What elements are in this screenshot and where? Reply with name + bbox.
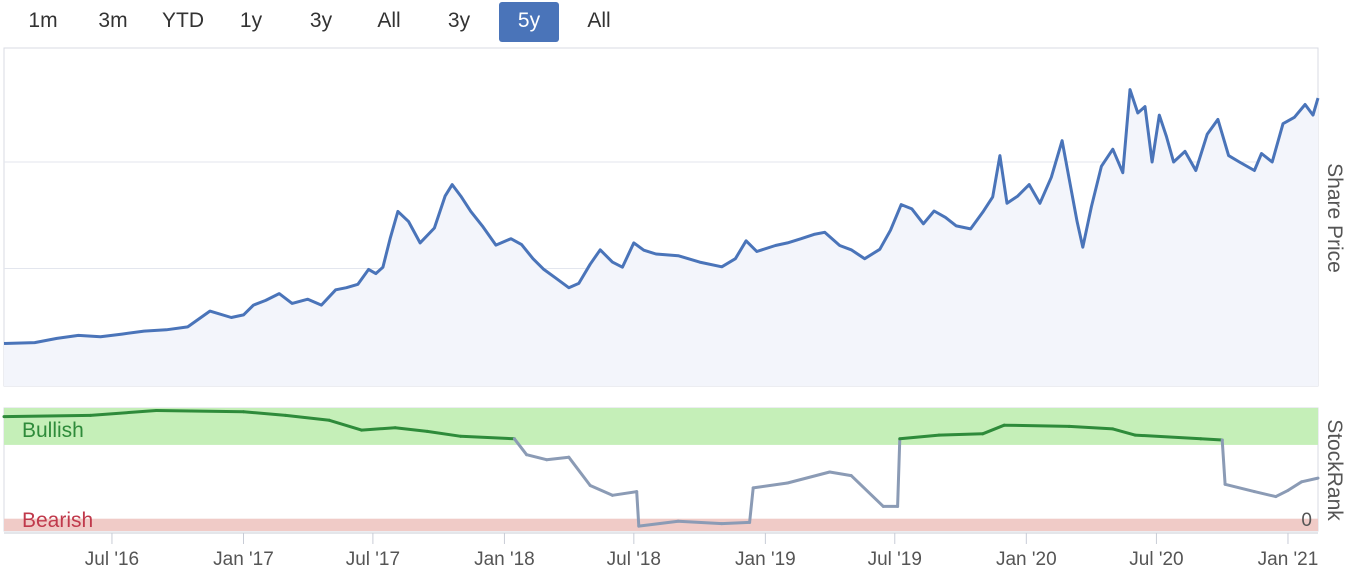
- range-button[interactable]: 1m: [28, 9, 58, 32]
- rank-line-segment: [786, 470, 832, 485]
- rank-line-segment: [525, 453, 549, 462]
- x-tick-label: Jan '21: [1258, 549, 1319, 570]
- rank-line-segment: [720, 520, 752, 526]
- range-button[interactable]: 3y: [309, 9, 333, 32]
- rank-line-bullish-segment: [937, 432, 985, 437]
- rank-line-bullish-segment: [425, 429, 463, 438]
- rank-line-bullish-segment: [1133, 433, 1203, 441]
- rank-line-segment: [896, 437, 902, 508]
- rank-line-bullish-segment: [242, 410, 288, 417]
- range-button[interactable]: 5y: [499, 2, 559, 42]
- rank-line-segment: [635, 490, 641, 528]
- rank-line-segment: [610, 490, 639, 497]
- price-area: [4, 89, 1318, 386]
- rank-line-bullish-segment: [1067, 424, 1115, 431]
- rank-line-segment: [751, 481, 789, 490]
- rank-line-segment: [1223, 482, 1256, 494]
- rank-line-segment: [1274, 488, 1290, 499]
- rank-line-segment: [1286, 480, 1304, 492]
- rank-line-segment: [545, 455, 571, 462]
- x-tick-label: Jul '19: [868, 549, 922, 570]
- range-button[interactable]: YTD: [162, 9, 204, 32]
- rank-line-bullish-segment: [981, 423, 1006, 436]
- rank-line-segment: [1220, 438, 1227, 486]
- range-button[interactable]: All: [587, 9, 611, 32]
- range-button[interactable]: 3y: [447, 9, 471, 32]
- rank-band-label: Bullish: [22, 419, 84, 442]
- rank-tick-label: 0: [1301, 510, 1312, 531]
- range-button[interactable]: 1y: [239, 9, 263, 32]
- rank-line-bullish-segment: [1002, 423, 1071, 428]
- rank-line-bullish-segment: [89, 409, 158, 417]
- rank-line-bullish-segment: [327, 418, 363, 432]
- range-button[interactable]: All: [377, 9, 401, 32]
- rank-line-bullish-segment: [154, 409, 245, 414]
- rank-line-bullish-segment: [2, 413, 92, 419]
- rank-band-label: Bearish: [22, 509, 93, 532]
- rank-line-bullish-segment: [898, 433, 941, 441]
- price-axis-title: Share Price: [1323, 163, 1346, 273]
- rank-line-bullish-segment: [393, 426, 429, 433]
- x-tick-label: Jul '20: [1129, 549, 1183, 570]
- rank-axis-title: StockRank: [1323, 419, 1346, 521]
- rank-line-segment: [849, 474, 885, 508]
- range-selector: 1m 3m YTD 1y 3y All 3y 5y All: [0, 0, 640, 44]
- rank-line-segment: [828, 470, 853, 478]
- x-tick-label: Jul '18: [607, 549, 661, 570]
- rank-line-segment: [567, 455, 592, 487]
- rank-line-bullish-segment: [284, 413, 331, 422]
- rank-band-bullish: [4, 408, 1318, 445]
- rank-line-segment: [588, 484, 614, 497]
- x-tick-label: Jan '20: [996, 549, 1057, 570]
- range-button[interactable]: 3m: [98, 9, 128, 32]
- rank-line-bullish-segment: [360, 426, 397, 432]
- rank-line-segment: [1300, 476, 1320, 484]
- rank-line-bullish-segment: [459, 434, 516, 441]
- rank-line-segment: [1252, 490, 1278, 499]
- price-line: [3, 88, 1320, 345]
- x-tick-label: Jul '16: [85, 549, 139, 570]
- rank-line-segment: [512, 437, 529, 457]
- rank-line-bullish-segment: [1111, 427, 1137, 437]
- x-tick-label: Jul '17: [346, 549, 400, 570]
- rank-line-segment: [748, 486, 755, 524]
- x-tick-label: Jan '19: [735, 549, 796, 570]
- x-tick-label: Jan '18: [474, 549, 535, 570]
- rank-line-bullish-segment: [1199, 437, 1224, 442]
- x-tick-label: Jan '17: [213, 549, 274, 570]
- rank-line-segment: [676, 519, 724, 526]
- rank-line-segment: [637, 519, 680, 528]
